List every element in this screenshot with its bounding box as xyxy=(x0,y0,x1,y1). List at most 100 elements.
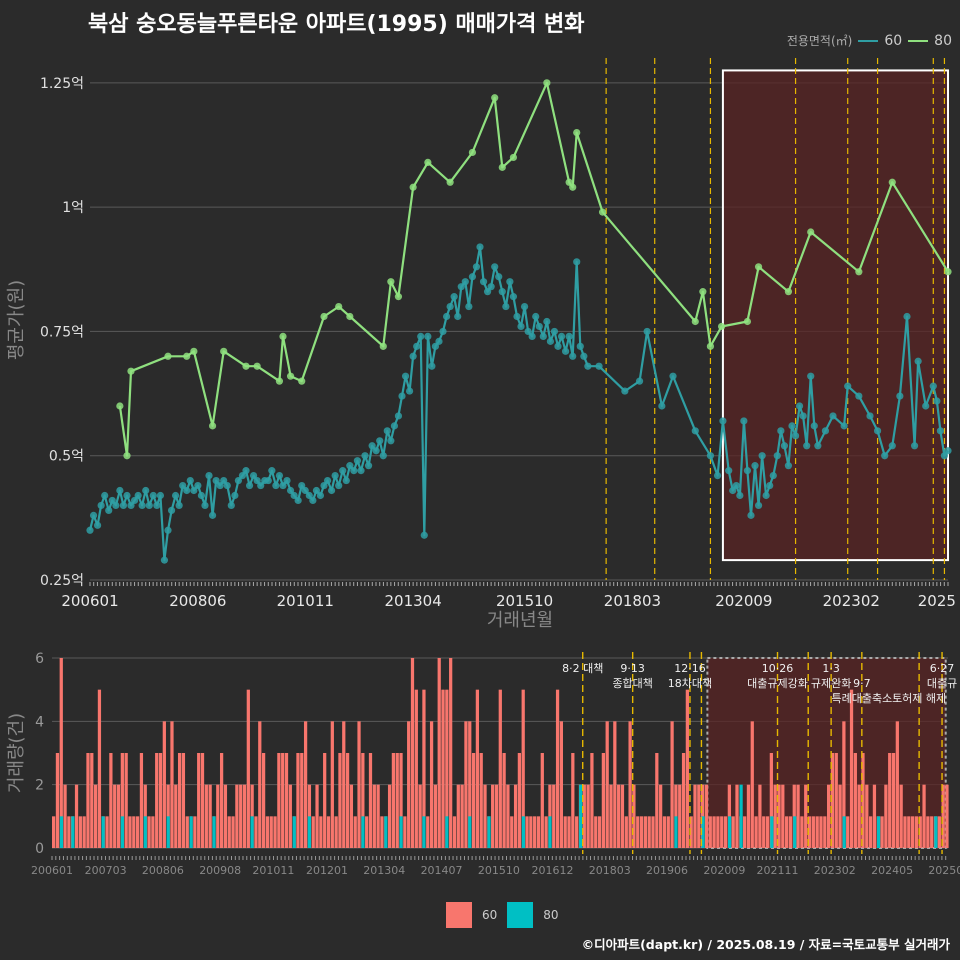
volume-bar-60 xyxy=(376,784,380,848)
legend-swatch-60 xyxy=(858,39,879,42)
volume-bar-60 xyxy=(586,784,590,848)
price-point-60 xyxy=(573,258,581,266)
volume-bar-80 xyxy=(292,816,296,848)
volume-bar-60 xyxy=(254,816,258,848)
volume-policy-label: 6·27 xyxy=(930,662,955,675)
price-point-60 xyxy=(272,481,280,490)
volume-bar-60 xyxy=(67,816,71,848)
volume-bar-60 xyxy=(93,784,98,848)
price-point-60 xyxy=(576,342,584,350)
price-point-60 xyxy=(621,387,629,395)
volume-bar-60 xyxy=(193,816,197,848)
price-point-60 xyxy=(361,452,369,460)
volume-bar-80 xyxy=(71,816,75,848)
volume-bar-60 xyxy=(288,784,292,848)
volume-bar-80 xyxy=(143,816,147,848)
price-point-80 xyxy=(743,317,752,326)
volume-bar-60 xyxy=(502,753,506,848)
volume-bar-60 xyxy=(941,784,945,848)
price-point-60 xyxy=(528,332,536,340)
volume-bar-60 xyxy=(624,816,628,848)
volume-y-tick-label: 4 xyxy=(35,714,44,730)
price-point-80 xyxy=(784,288,793,296)
volume-bar-60 xyxy=(765,816,770,848)
volume-bar-60 xyxy=(853,753,857,848)
price-point-60 xyxy=(944,447,952,455)
price-point-60 xyxy=(888,442,896,450)
volume-bar-60 xyxy=(349,784,354,848)
price-point-60 xyxy=(431,342,440,350)
price-point-60 xyxy=(268,467,276,475)
volume-bar-60 xyxy=(838,784,842,848)
volume-bar-60 xyxy=(613,721,617,848)
price-point-60 xyxy=(398,392,406,400)
price-point-60 xyxy=(116,486,124,495)
price-point-60 xyxy=(476,243,484,251)
volume-bar-60 xyxy=(865,784,869,848)
volume-bar-60 xyxy=(712,816,716,848)
volume-bar-60 xyxy=(471,753,476,848)
price-point-60 xyxy=(580,352,588,360)
price-y-tick-label: 0.75억 xyxy=(40,324,84,340)
volume-bar-60 xyxy=(441,689,445,848)
price-point-80 xyxy=(208,422,217,430)
volume-bar-60 xyxy=(303,721,308,848)
price-x-tick-label: 202009 xyxy=(715,592,772,610)
volume-bar-60 xyxy=(594,816,598,848)
legend-label-80: 80 xyxy=(934,32,952,49)
price-point-60 xyxy=(479,278,488,286)
price-point-60 xyxy=(394,412,403,420)
volume-bar-60 xyxy=(223,784,228,848)
volume-bar-60 xyxy=(926,816,930,848)
price-point-80 xyxy=(253,362,261,370)
price-point-60 xyxy=(350,467,358,475)
price-point-60 xyxy=(372,447,380,455)
volume-bar-60 xyxy=(334,816,338,848)
volume-bar-60 xyxy=(63,784,67,848)
price-point-60 xyxy=(719,417,727,425)
price-point-60 xyxy=(450,293,458,301)
price-point-60 xyxy=(134,491,142,500)
volume-bar-60 xyxy=(258,721,262,848)
legend-swatch-80 xyxy=(908,39,929,42)
price-point-80 xyxy=(409,183,417,191)
volume-x-tick-label: 201304 xyxy=(363,864,405,877)
volume-bar-60 xyxy=(162,721,166,848)
volume-bar-60 xyxy=(720,816,724,848)
volume-bar-80 xyxy=(521,816,526,848)
volume-bar-60 xyxy=(678,784,682,848)
price-point-80 xyxy=(123,452,131,460)
price-point-60 xyxy=(290,491,298,500)
volume-x-tick-label: 202111 xyxy=(757,864,799,877)
volume-bar-60 xyxy=(483,784,487,848)
volume-x-tick-label: 200806 xyxy=(142,864,184,877)
volume-bar-60 xyxy=(899,784,903,848)
price-y-tick-label: 0.5억 xyxy=(49,449,84,465)
price-point-60 xyxy=(903,312,911,321)
volume-bar-80 xyxy=(189,816,193,848)
legend-label-60: 60 xyxy=(884,32,903,49)
price-point-60 xyxy=(766,481,774,490)
volume-bar-60 xyxy=(590,753,594,848)
price-point-80 xyxy=(754,263,763,271)
volume-x-tick-label: 200703 xyxy=(85,864,127,877)
price-point-60 xyxy=(167,506,176,514)
legend-bottom-swatch-80 xyxy=(507,902,534,928)
price-point-60 xyxy=(401,372,410,380)
price-point-80 xyxy=(335,302,343,311)
price-point-80 xyxy=(190,347,198,355)
legend-bottom-label-80: 80 xyxy=(543,908,559,922)
volume-bar-60 xyxy=(185,816,189,848)
volume-bar-60 xyxy=(743,816,747,848)
price-point-60 xyxy=(264,476,272,485)
volume-bar-80 xyxy=(770,816,774,848)
price-point-60 xyxy=(565,332,573,340)
price-point-60 xyxy=(483,288,492,296)
price-point-60 xyxy=(101,491,109,500)
volume-bar-60 xyxy=(239,784,243,848)
volume-bar-60 xyxy=(754,816,758,848)
price-x-tick-label: 201304 xyxy=(385,592,442,610)
volume-bar-80 xyxy=(101,816,105,848)
volume-bar-80 xyxy=(384,816,388,848)
